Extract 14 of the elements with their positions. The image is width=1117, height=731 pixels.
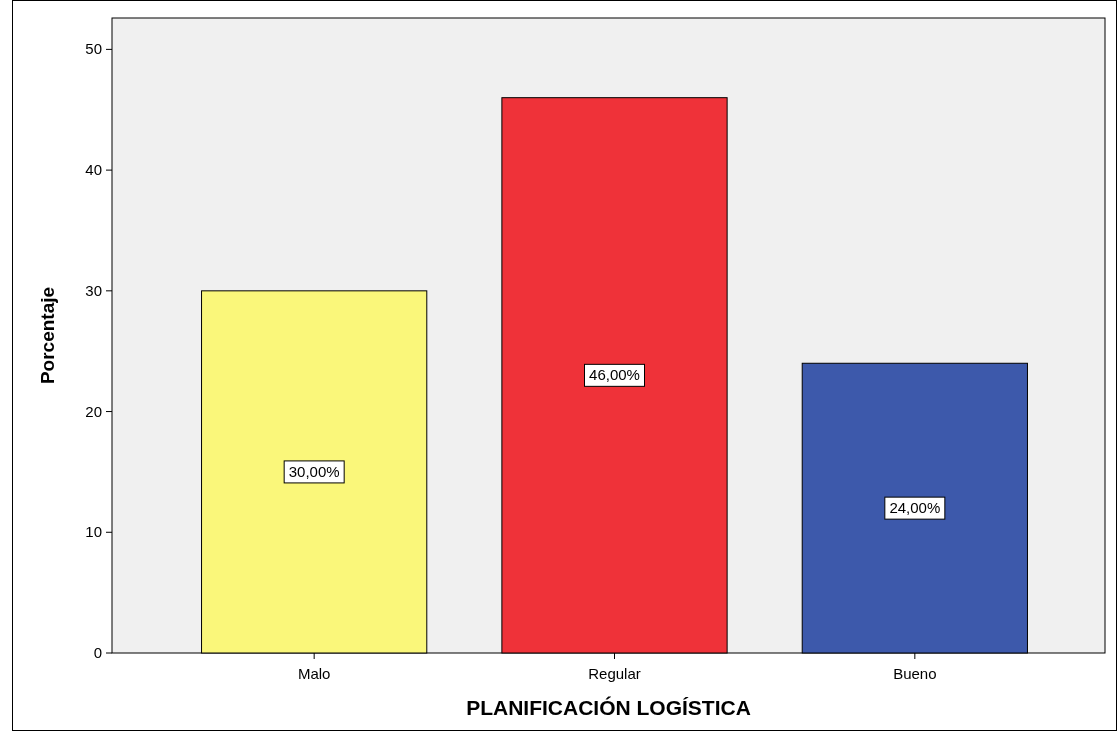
y-tick-label: 20 bbox=[85, 402, 102, 420]
y-tick-label: 10 bbox=[85, 523, 102, 541]
x-tick-label: Malo bbox=[297, 665, 331, 682]
y-tick-label: 50 bbox=[85, 40, 102, 58]
x-tick-label: Bueno bbox=[893, 665, 937, 682]
x-axis-title: PLANIFICACIÓN LOGÍSTICA bbox=[466, 696, 751, 719]
data-label: 24,00% bbox=[889, 499, 941, 517]
y-tick-label: 0 bbox=[93, 644, 102, 661]
data-label: 30,00% bbox=[288, 462, 340, 480]
y-tick-label: 40 bbox=[85, 161, 102, 179]
x-tick-label: Regular bbox=[588, 665, 641, 682]
data-label: 46,00% bbox=[589, 366, 640, 384]
y-axis-title: Porcentaje bbox=[37, 286, 58, 385]
y-tick-label: 30 bbox=[85, 281, 102, 299]
